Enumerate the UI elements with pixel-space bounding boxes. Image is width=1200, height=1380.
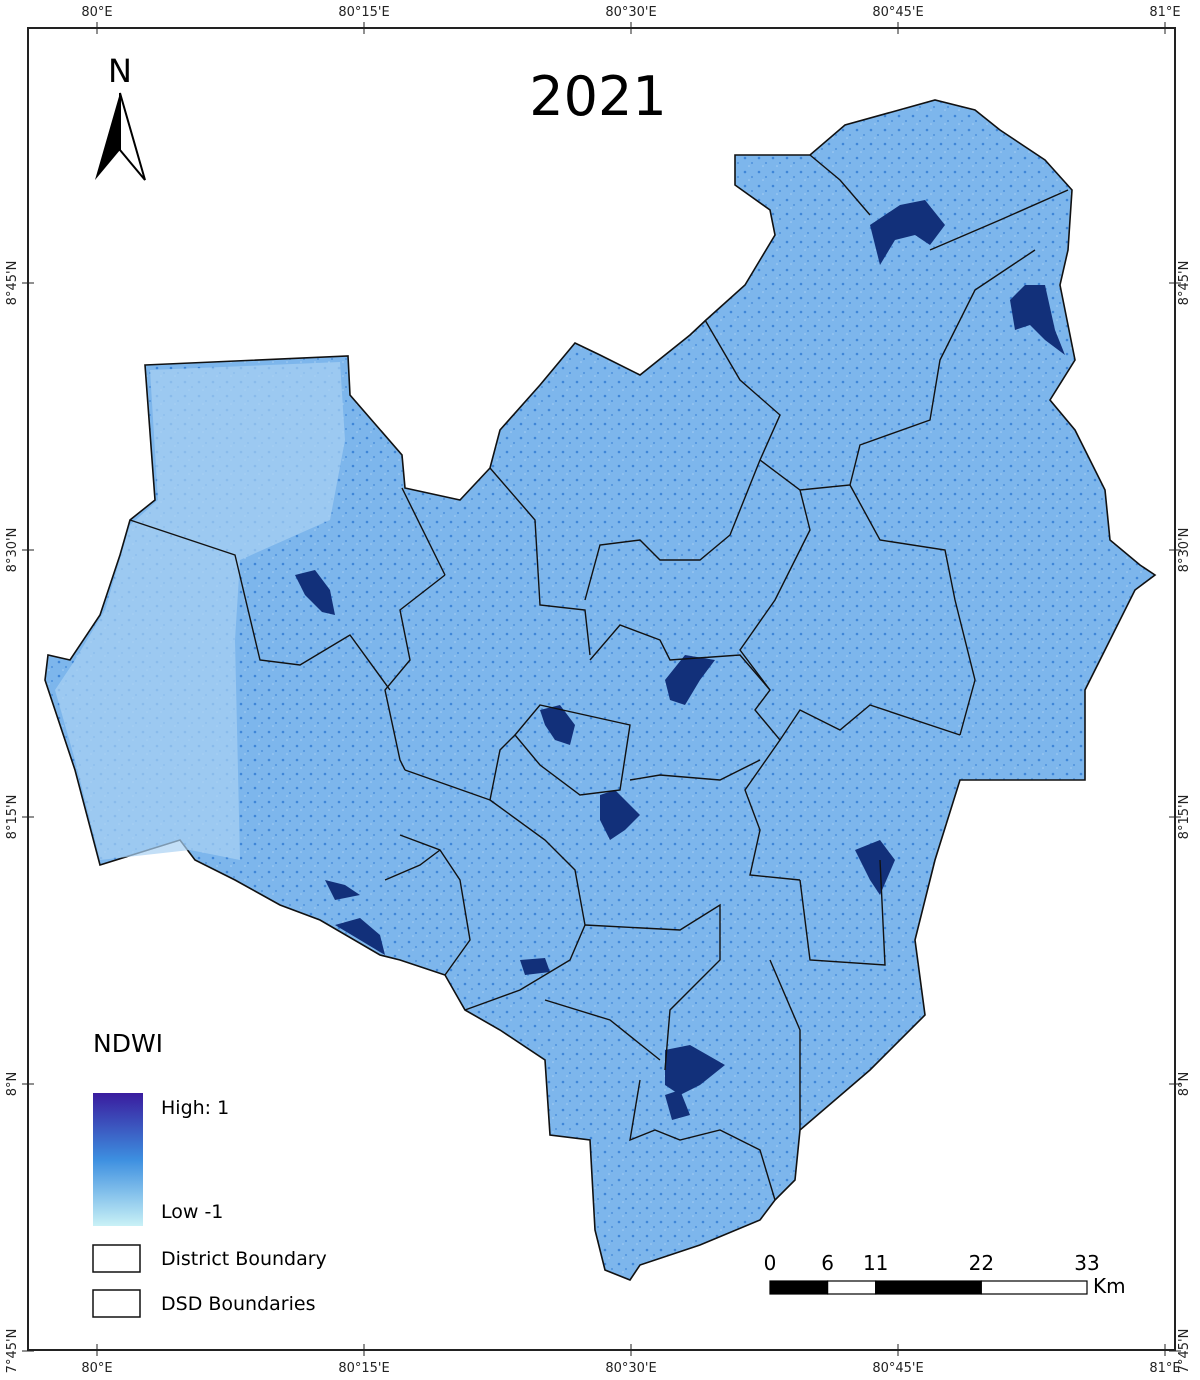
lon-label: 80°15'E: [338, 5, 389, 20]
scale-label: 33: [1074, 1251, 1099, 1275]
legend-high: High: 1: [161, 1097, 229, 1119]
graticule: 80°E 80°E 80°15'E 80°15'E 80°30'E 80°30'E 80°4…: [5, 5, 1192, 1376]
north-arrow: N: [95, 52, 146, 181]
lon-label: 81°E: [1149, 1361, 1180, 1376]
north-label: N: [108, 52, 132, 90]
lon-label: 80°45'E: [872, 5, 923, 20]
lon-label: 80°30'E: [605, 1361, 656, 1376]
lon-label: 80°30'E: [605, 5, 656, 20]
dsd-boundaries: [129, 154, 1069, 1201]
lat-label: 8°30'N: [5, 528, 20, 573]
scale-segment: [875, 1280, 982, 1295]
lon-label: 80°E: [81, 5, 112, 20]
legend-title: NDWI: [93, 1029, 163, 1058]
lon-label: 80°15'E: [338, 1361, 389, 1376]
lat-label: 8°15'N: [1177, 795, 1192, 840]
lon-label: 80°E: [81, 1361, 112, 1376]
lat-label: 8°45'N: [5, 261, 20, 306]
scale-unit: Km: [1093, 1274, 1126, 1298]
lat-label: 7°45'N: [1177, 1329, 1192, 1374]
legend-item: District Boundary: [161, 1248, 327, 1270]
lon-label: 81°E: [1149, 5, 1180, 20]
water-bodies: [295, 200, 1065, 1120]
legend-ramp: [93, 1093, 143, 1226]
scale-label: 11: [863, 1251, 888, 1275]
lat-label: 8°45'N: [1177, 261, 1192, 306]
lat-label: 8°30'N: [1177, 528, 1192, 573]
map-title: 2021: [529, 65, 666, 128]
legend: NDWI High: 1 Low -1 District Boundary DS…: [92, 1029, 327, 1318]
legend-item: DSD Boundaries: [161, 1293, 316, 1315]
scale-label: 22: [969, 1251, 994, 1275]
legend-swatch: [92, 1289, 141, 1318]
dry-region: [55, 362, 345, 860]
scale-segment: [769, 1280, 829, 1295]
legend-swatch: [92, 1244, 141, 1273]
scale-label: 6: [821, 1251, 834, 1275]
lat-label: 7°45'N: [5, 1329, 20, 1374]
lon-label: 80°45'E: [872, 1361, 923, 1376]
lat-label: 8°N: [1177, 1072, 1192, 1097]
scale-label: 0: [764, 1251, 777, 1275]
lat-label: 8°15'N: [5, 795, 20, 840]
scale-segment: [980, 1280, 1088, 1295]
scale-segment: [827, 1280, 877, 1295]
lat-label: 8°N: [5, 1072, 20, 1097]
legend-low: Low -1: [161, 1201, 223, 1223]
